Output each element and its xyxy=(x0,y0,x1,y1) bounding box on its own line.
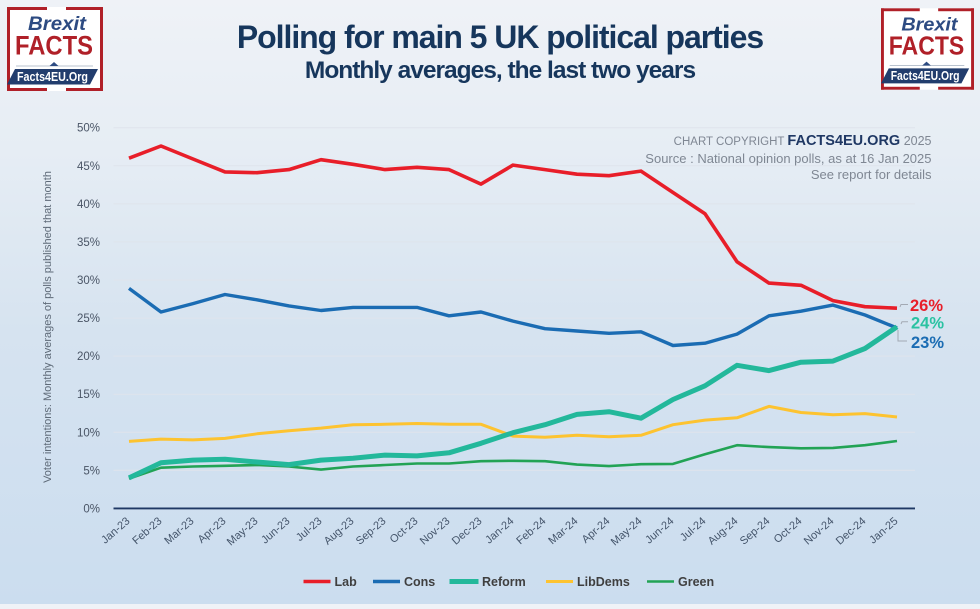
svg-text:Apr-24: Apr-24 xyxy=(580,515,613,546)
svg-text:Oct-24: Oct-24 xyxy=(772,515,805,546)
svg-text:Green: Green xyxy=(678,575,714,589)
svg-text:Mar-23: Mar-23 xyxy=(162,515,196,547)
svg-text:0%: 0% xyxy=(83,503,100,515)
svg-text:Lab: Lab xyxy=(335,575,358,589)
svg-text:Voter intentions: Monthly aver: Voter intentions: Monthly averages of po… xyxy=(42,171,54,483)
svg-text:Aug-24: Aug-24 xyxy=(706,515,741,547)
svg-text:Sep-24: Sep-24 xyxy=(738,515,773,547)
svg-text:Facts4EU.Org: Facts4EU.Org xyxy=(17,69,88,84)
svg-text:Apr-23: Apr-23 xyxy=(196,515,229,546)
svg-text:26%: 26% xyxy=(910,297,943,315)
svg-text:Facts4EU.Org: Facts4EU.Org xyxy=(891,69,960,83)
svg-text:Cons: Cons xyxy=(404,575,435,589)
svg-text:Brexit: Brexit xyxy=(901,15,958,36)
svg-text:Brexit: Brexit xyxy=(28,13,88,35)
svg-text:Aug-23: Aug-23 xyxy=(322,515,357,547)
svg-text:Nov-23: Nov-23 xyxy=(418,515,453,547)
svg-text:Jun-23: Jun-23 xyxy=(259,515,292,546)
svg-text:FACTS: FACTS xyxy=(889,30,965,60)
svg-text:35%: 35% xyxy=(77,237,100,249)
svg-text:Jan-25: Jan-25 xyxy=(867,515,900,546)
svg-text:Jan-24: Jan-24 xyxy=(483,515,516,546)
svg-text:Feb-23: Feb-23 xyxy=(130,515,164,547)
svg-text:40%: 40% xyxy=(77,199,100,211)
svg-text:Reform: Reform xyxy=(482,575,526,589)
svg-text:Feb-24: Feb-24 xyxy=(514,515,548,547)
svg-text:50%: 50% xyxy=(77,123,100,135)
svg-text:May-24: May-24 xyxy=(609,515,645,548)
svg-text:Jan-23: Jan-23 xyxy=(99,515,132,546)
svg-text:May-23: May-23 xyxy=(225,515,261,548)
svg-text:24%: 24% xyxy=(911,315,944,333)
svg-text:23%: 23% xyxy=(911,334,944,352)
svg-text:30%: 30% xyxy=(77,275,100,287)
svg-text:20%: 20% xyxy=(77,351,100,363)
svg-text:Sep-23: Sep-23 xyxy=(354,515,389,547)
svg-text:45%: 45% xyxy=(77,161,100,173)
svg-text:Dec-23: Dec-23 xyxy=(450,515,485,547)
svg-text:10%: 10% xyxy=(77,427,100,439)
svg-text:5%: 5% xyxy=(83,465,100,477)
svg-text:Nov-24: Nov-24 xyxy=(802,515,837,547)
svg-text:Dec-24: Dec-24 xyxy=(834,515,869,547)
svg-text:Mar-24: Mar-24 xyxy=(546,515,580,547)
svg-text:FACTS: FACTS xyxy=(15,31,93,61)
svg-text:Jun-24: Jun-24 xyxy=(643,515,676,546)
svg-text:Jul-24: Jul-24 xyxy=(678,515,708,544)
svg-text:Oct-23: Oct-23 xyxy=(388,515,421,546)
svg-text:15%: 15% xyxy=(77,389,100,401)
svg-text:LibDems: LibDems xyxy=(577,575,630,589)
svg-text:Jul-23: Jul-23 xyxy=(294,515,324,544)
svg-text:25%: 25% xyxy=(77,313,100,325)
